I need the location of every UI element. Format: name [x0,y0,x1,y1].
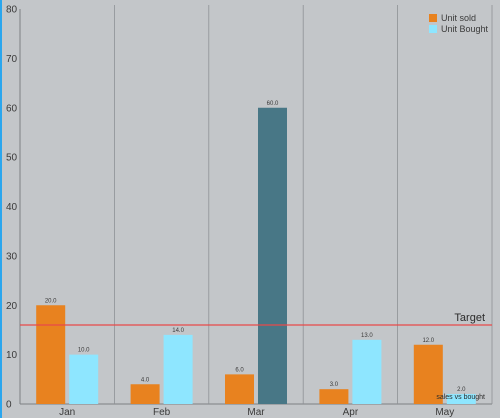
bar-unit-sold [319,389,349,404]
y-tick-label: 10 [6,350,18,361]
y-tick-label: 20 [6,301,18,312]
x-tick-label: May [435,407,454,418]
y-tick-label: 50 [6,153,18,164]
y-tick-label: 70 [6,54,18,65]
grid-layer [19,5,493,405]
data-label: 3.0 [330,382,339,388]
bar-unit-bought [352,339,382,404]
bar-unit-sold [130,384,160,404]
legend-swatch [429,25,437,33]
data-label: 2.0 [457,387,466,393]
data-label: 10.0 [78,348,90,354]
x-tick-label: Feb [153,407,171,418]
y-tick-label: 30 [6,251,18,262]
x-axis: Jan Feb Mar Apr May [59,407,454,418]
bars [36,107,476,404]
legend-swatch [429,14,437,22]
x-tick-label: Jan [59,407,75,418]
data-label: 14.0 [172,328,184,334]
data-label: 13.0 [361,333,373,339]
bar-unit-bought [69,354,99,404]
legend-label: Unit Bought [441,24,489,34]
y-tick-label: 40 [6,202,18,213]
bar-unit-bought [446,394,476,404]
bar-unit-sold [36,305,66,404]
y-axis: 0 10 20 30 40 50 60 70 80 [6,5,18,411]
y-tick-label: 80 [6,5,18,16]
data-labels: 20.0 10.0 4.0 14.0 6.0 60.0 3.0 13.0 12.0 2.0 [45,101,466,393]
data-label: 6.0 [235,367,244,373]
data-label: 4.0 [141,377,150,383]
bar-unit-bought [258,107,287,404]
bar-unit-sold [225,374,254,404]
target-line: Target [20,312,492,326]
x-tick-label: Apr [343,407,359,418]
chart-description: sales vs bought [436,394,485,401]
description-label: sales vs bought [436,394,485,401]
y-tick-label: 0 [6,400,12,411]
bar-unit-sold [413,344,443,404]
x-tick-label: Mar [247,407,265,418]
legend-label: Unit sold [441,13,476,23]
target-label: Target [454,312,485,324]
data-label: 12.0 [422,338,434,344]
data-label: 60.0 [267,101,279,107]
bar-unit-bought [163,334,193,404]
data-label: 20.0 [45,298,57,304]
y-tick-label: 60 [6,103,18,114]
